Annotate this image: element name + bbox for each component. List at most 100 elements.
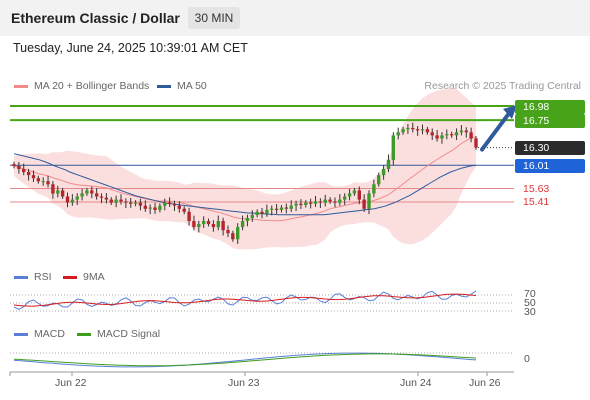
candle-body (474, 138, 478, 148)
candle-body (231, 233, 235, 240)
rsi-level-30: 30 (524, 306, 536, 318)
9ma-swatch (63, 275, 77, 279)
candle-body (119, 199, 123, 202)
candle-body (85, 190, 89, 194)
ma50-swatch (157, 84, 171, 88)
ma20-line (13, 136, 477, 222)
candle-body (80, 193, 84, 197)
candle-body (240, 221, 245, 228)
candle-body (357, 190, 361, 200)
candle-body (454, 132, 459, 136)
x-label-jun24: Jun 24 (400, 377, 432, 389)
candle-body (226, 230, 230, 234)
candle-body (377, 175, 381, 185)
candle-body (148, 207, 152, 209)
candle-body (450, 134, 454, 136)
candle-body (172, 203, 177, 206)
legend-ma20-label: MA 20 + Bollinger Bands (34, 80, 150, 92)
rsi-swatch (14, 275, 28, 279)
candle-body (177, 205, 181, 209)
candle-body (143, 205, 147, 209)
price-label-s1: 15.63 (523, 183, 550, 195)
macd-signal-line (13, 353, 477, 367)
candle-body (338, 199, 342, 203)
candle-body (318, 201, 323, 203)
candle-body (51, 184, 55, 194)
legend-macd-label: MACD (34, 328, 65, 340)
legend-macd-signal-label: MACD Signal (97, 328, 161, 340)
candle-body (56, 190, 60, 194)
candle-body (104, 197, 109, 200)
candle-body (309, 202, 313, 204)
candle-body (206, 221, 211, 225)
macd-zero-label: 0 (524, 353, 530, 365)
candle-body (95, 193, 99, 197)
rsi-level-70: 70 (524, 288, 536, 300)
candle-body (411, 128, 415, 130)
candle-body (464, 130, 468, 133)
x-label-jun22: Jun 22 (55, 377, 87, 389)
candle-body (386, 159, 391, 169)
candle-body (420, 129, 425, 131)
legend-macd: MACD (14, 328, 65, 340)
candle-body (153, 207, 157, 210)
candle-body (469, 132, 473, 139)
legend-ma50-label: MA 50 (177, 80, 207, 92)
legend-ma50: MA 50 (157, 80, 207, 92)
legend-ma20: MA 20 + Bollinger Bands (14, 80, 149, 92)
candle-body (90, 190, 94, 194)
candle-body (260, 211, 264, 214)
candle-body (284, 207, 288, 209)
candle-body (304, 202, 308, 205)
candle-body (425, 129, 430, 133)
candle-body (289, 205, 293, 209)
candle-body (46, 181, 50, 185)
candle-body (362, 199, 366, 209)
candle-body (12, 164, 16, 166)
candle-body (109, 199, 113, 203)
price-label-r1: 16.98 (515, 100, 585, 114)
candle-body (401, 129, 405, 133)
candle-body (60, 190, 65, 197)
legend-9ma-label: 9MA (83, 271, 105, 283)
candle-body (299, 203, 303, 205)
candle-body (221, 221, 225, 231)
candle-body (129, 202, 133, 204)
candle-body (22, 169, 26, 173)
interval-button[interactable]: 30 MIN (188, 7, 240, 29)
candle-body (192, 221, 196, 228)
price-label-r2: 16.75 (515, 114, 585, 128)
candle-body (255, 211, 259, 215)
candle-body (182, 208, 186, 212)
candle-body (202, 221, 206, 225)
chart-header: Ethereum Classic / Dollar 30 MIN (0, 0, 590, 36)
bollinger-band-area (14, 87, 476, 250)
candle-body (167, 202, 172, 204)
candle-body (333, 201, 337, 203)
candle-body (124, 201, 128, 203)
candle-body (328, 199, 332, 202)
candle-body (430, 132, 434, 136)
x-label-jun23: Jun 23 (228, 377, 260, 389)
candle-body (114, 199, 118, 203)
candle-body (440, 135, 444, 139)
candle-body (294, 203, 298, 206)
candle-body (343, 196, 347, 200)
candle-body (17, 165, 21, 169)
candle-body (391, 135, 395, 160)
macd-swatch (14, 332, 28, 336)
candle-body (415, 129, 420, 131)
target-arrow-shaft (480, 110, 512, 152)
candle-body (270, 208, 274, 210)
candle-body (211, 224, 216, 228)
candle-body (187, 211, 191, 221)
candle-body (265, 209, 269, 214)
candle-body (396, 132, 400, 136)
candle-body (406, 128, 410, 130)
credit-text: Research © 2025 Trading Central (424, 80, 581, 92)
candle-body (367, 193, 371, 209)
candle-body (372, 184, 376, 194)
candle-body (381, 169, 386, 176)
ma20-swatch (14, 84, 28, 88)
